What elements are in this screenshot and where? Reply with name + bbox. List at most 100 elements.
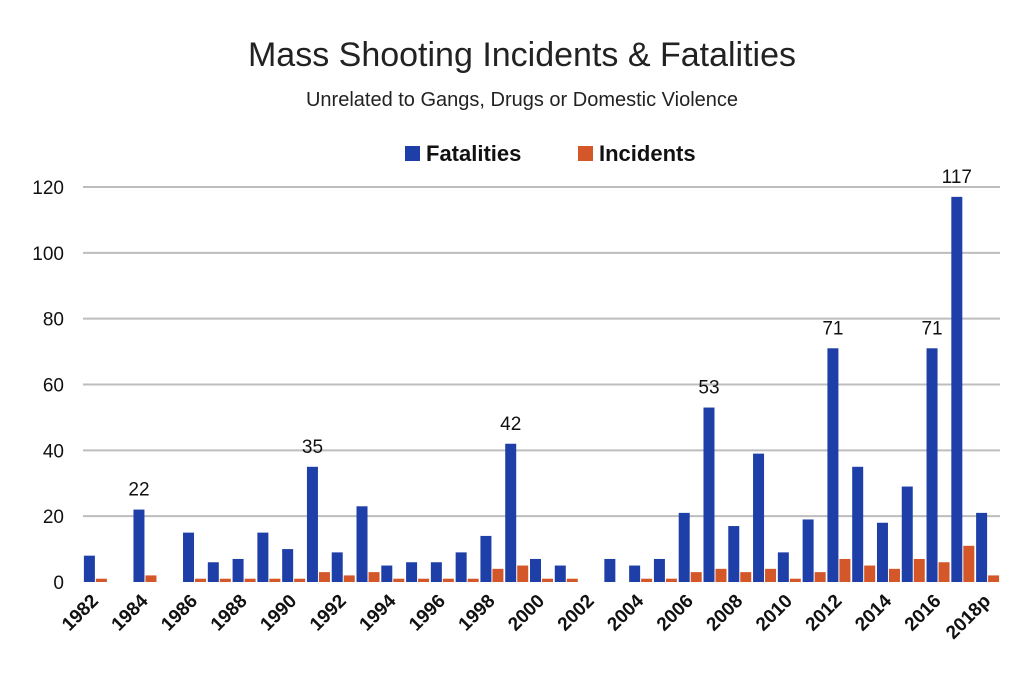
legend: Fatalities Incidents <box>405 141 696 166</box>
x-tick-label: 1984 <box>108 590 153 635</box>
bar-incidents-1990 <box>294 578 306 582</box>
x-tick-label: 2010 <box>752 591 797 636</box>
data-label: 53 <box>698 378 719 399</box>
bar-incidents-1982 <box>95 578 107 582</box>
y-tick-label: 0 <box>53 573 64 594</box>
bar-incidents-1995 <box>418 578 430 582</box>
bar-incidents-2004 <box>641 578 653 582</box>
bar-incidents-1986 <box>195 578 207 582</box>
bar-fatalities-1991 <box>306 466 318 582</box>
x-tick-label: 2018p <box>942 591 995 644</box>
x-tick-label: 1986 <box>157 591 202 636</box>
bar-fatalities-2012 <box>827 348 839 582</box>
bar-incidents-2018p <box>988 575 1000 582</box>
y-tick-label: 100 <box>32 244 64 265</box>
bar-incidents-1998 <box>492 568 504 582</box>
bar-fatalities-1984 <box>133 509 145 582</box>
bar-fatalities-2001 <box>554 565 566 582</box>
bar-incidents-2017 <box>963 545 975 582</box>
data-label: 22 <box>128 480 149 501</box>
legend-label-incidents: Incidents <box>599 141 696 166</box>
x-tick-label: 1988 <box>207 591 252 636</box>
bar-incidents-1993 <box>368 572 380 582</box>
x-tick-label: 1994 <box>356 590 401 635</box>
y-axis-ticks: 0 20 40 60 80 100 120 <box>32 178 64 594</box>
bar-incidents-1996 <box>442 578 454 582</box>
bar-fatalities-1992 <box>331 552 343 582</box>
bar-incidents-2008 <box>740 572 752 582</box>
chart-subtitle: Unrelated to Gangs, Drugs or Domestic Vi… <box>306 89 738 111</box>
chart-title: Mass Shooting Incidents & Fatalities <box>248 36 796 74</box>
bar-incidents-1987 <box>219 578 231 582</box>
bar-incidents-2001 <box>566 578 578 582</box>
bar-incidents-1992 <box>343 575 355 582</box>
bar-fatalities-2016 <box>926 348 938 582</box>
bar-fatalities-2010 <box>777 552 789 582</box>
bar-fatalities-2013 <box>852 466 864 582</box>
bar-incidents-2010 <box>789 578 801 582</box>
y-tick-label: 80 <box>43 310 64 331</box>
bar-incidents-1984 <box>145 575 157 582</box>
x-tick-label: 2000 <box>504 591 549 636</box>
bar-fatalities-2003 <box>604 558 616 582</box>
bar-incidents-2015 <box>913 558 925 582</box>
bar-fatalities-2014 <box>876 522 888 582</box>
x-tick-label: 2016 <box>901 591 946 636</box>
bar-incidents-1994 <box>393 578 405 582</box>
bar-incidents-2006 <box>690 572 702 582</box>
x-axis-ticks: 1982 1984 1986 1988 1990 1992 1994 1996 1998 2000… <box>58 590 995 643</box>
bar-fatalities-1988 <box>232 558 244 582</box>
bar-fatalities-1987 <box>207 562 219 582</box>
x-tick-label: 2012 <box>802 591 847 636</box>
data-label: 35 <box>302 437 323 458</box>
legend-label-fatalities: Fatalities <box>426 141 521 166</box>
x-tick-label: 2002 <box>554 591 599 636</box>
bar-fatalities-1989 <box>257 532 269 582</box>
x-tick-label: 2006 <box>653 591 698 636</box>
x-tick-label: 1998 <box>455 591 500 636</box>
bar-fatalities-2011 <box>802 519 814 582</box>
bar-fatalities-2000 <box>530 558 541 582</box>
bar-incidents-2000 <box>542 578 553 582</box>
bar-incidents-2005 <box>665 578 677 582</box>
bar-fatalities-1982 <box>83 555 95 582</box>
data-label: 71 <box>822 318 843 339</box>
bar-fatalities-1994 <box>381 565 393 582</box>
bar-fatalities-1986 <box>183 532 195 582</box>
x-tick-label: 2004 <box>603 590 648 635</box>
x-tick-label: 2008 <box>703 591 748 636</box>
y-tick-label: 60 <box>43 376 64 397</box>
bar-fatalities-1998 <box>480 535 492 582</box>
bar-incidents-2012 <box>839 558 851 582</box>
data-label: 42 <box>500 414 521 435</box>
bar-incidents-2013 <box>864 565 876 582</box>
gridlines <box>83 186 1000 518</box>
bar-fatalities-1997 <box>455 552 467 582</box>
bar-fatalities-2004 <box>629 565 641 582</box>
bar-incidents-2014 <box>888 568 900 582</box>
bar-fatalities-2005 <box>653 558 665 582</box>
bar-fatalities-1996 <box>430 562 442 582</box>
bar-incidents-2007 <box>715 568 727 582</box>
bar-fatalities-2018p <box>976 512 988 582</box>
x-tick-label: 1992 <box>306 591 351 636</box>
x-tick-label: 1996 <box>405 591 450 636</box>
bar-incidents-1991 <box>318 572 330 582</box>
y-tick-label: 40 <box>43 441 64 462</box>
bar-fatalities-2017 <box>951 196 963 582</box>
bar-incidents-1999 <box>517 565 529 582</box>
y-tick-label: 120 <box>32 178 64 199</box>
y-tick-label: 20 <box>43 507 64 528</box>
x-tick-label: 1990 <box>256 591 301 636</box>
bar-fatalities-1995 <box>406 562 418 582</box>
data-labels: 22 35 42 53 71 71 117 <box>128 167 972 501</box>
x-tick-label: 2014 <box>851 590 896 635</box>
legend-swatch-incidents <box>578 146 593 161</box>
bar-incidents-1997 <box>467 578 479 582</box>
legend-swatch-fatalities <box>405 146 420 161</box>
bar-fatalities-1990 <box>282 549 294 582</box>
bar-incidents-2016 <box>938 562 950 582</box>
data-label: 117 <box>942 167 972 188</box>
bars <box>83 196 1000 582</box>
